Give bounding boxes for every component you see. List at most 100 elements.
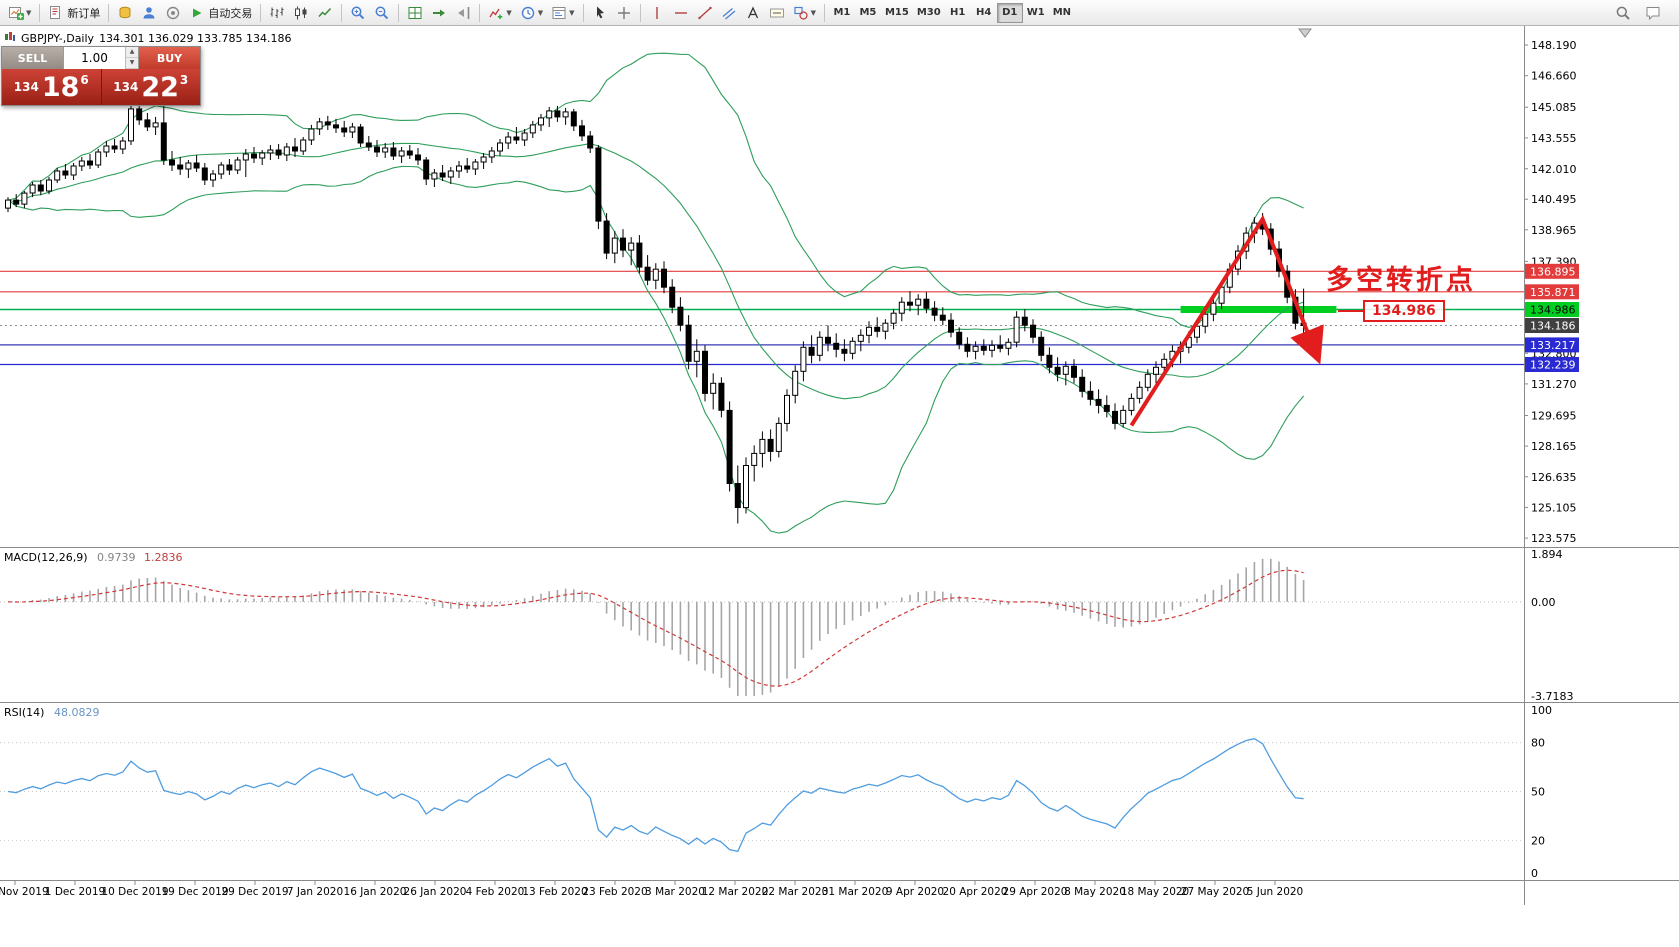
buy-price-button[interactable]: 134 22 3 [101,69,200,105]
rsi-value: 48.0829 [53,706,100,719]
price-badge-136.895: 136.895 [1525,263,1579,279]
crosshair-button[interactable] [612,2,636,24]
chart-shift-marker[interactable] [1298,28,1312,38]
candles [5,99,1307,524]
market-icon [117,5,133,21]
new-order-button[interactable]: 新订单 [44,2,104,24]
channel-button[interactable] [717,2,741,24]
chevron-down-icon[interactable]: ▼ [506,8,512,17]
timeframe-MN[interactable]: MN [1052,7,1072,18]
community-button[interactable] [161,2,185,24]
chart-candles-button[interactable] [289,2,313,24]
indicators-button[interactable]: ▼ [484,2,515,24]
sell-price-pips: 18 [41,71,80,103]
svg-text:9 Apr 2020: 9 Apr 2020 [886,886,944,898]
svg-text:3 Mar 2020: 3 Mar 2020 [645,886,705,898]
rsi-indicator-label: RSI(14) 48.0829 [4,706,99,719]
chart-shift-icon [455,5,471,21]
price-badge-133.217: 133.217 [1525,337,1579,353]
volume-field[interactable]: 1.00 ▲ ▼ [63,47,139,69]
new-chart-button[interactable]: ▼ [4,2,35,24]
svg-text:22 Nov 2019: 22 Nov 2019 [0,886,49,898]
chart-bars-button[interactable] [265,2,289,24]
label-icon [769,5,785,21]
volume-stepper[interactable]: ▲ ▼ [125,47,138,69]
svg-text:29 Apr 2020: 29 Apr 2020 [1003,886,1068,898]
chevron-down-icon[interactable]: ▼ [26,8,32,17]
chevron-down-icon[interactable]: ▼ [810,8,816,17]
timeframe-H1[interactable]: H1 [950,7,966,18]
svg-text:146.660: 146.660 [1531,70,1577,83]
buy-button[interactable]: BUY [139,47,200,69]
chevron-down-icon[interactable]: ▼ [569,8,575,17]
trendline-icon [697,5,713,21]
one-click-trading-panel: SELL 1.00 ▲ ▼ BUY 134 18 6 134 22 3 [1,46,201,106]
chart-candles-icon [293,5,309,21]
timeframe-M1[interactable]: M1 [833,7,851,18]
label-button[interactable] [765,2,789,24]
templates-button[interactable]: ▼ [547,2,578,24]
auto-scroll-button[interactable] [427,2,451,24]
periods-icon [520,5,536,21]
horizontal-line-button[interactable] [669,2,693,24]
svg-text:143.555: 143.555 [1531,132,1577,145]
chart-bars-icon [269,5,285,21]
svg-text:100: 100 [1531,704,1552,717]
volume-down-icon[interactable]: ▼ [126,58,138,69]
timeframe-D1[interactable]: D1 [996,2,1023,23]
buy-price-fraction: 3 [179,73,189,87]
volume-up-icon[interactable]: ▲ [126,47,138,58]
sell-button[interactable]: SELL [2,47,63,69]
price-axis[interactable]: 148.190 146.660 145.085 143.555 142.010 140.4… [1524,39,1579,880]
svg-text:136.895: 136.895 [1530,265,1576,278]
svg-text:13 Feb 2020: 13 Feb 2020 [522,886,587,898]
tile-windows-icon [407,5,423,21]
chart-shift-button[interactable] [451,2,475,24]
cursor-button[interactable] [588,2,612,24]
annotation-trend-arrow[interactable] [1129,214,1324,427]
chat-button[interactable] [1641,2,1665,24]
timeframe-H4[interactable]: H4 [976,7,992,18]
trendline-button[interactable] [693,2,717,24]
tile-windows-button[interactable] [403,2,427,24]
auto-trading-button[interactable]: 自动交易 [185,2,256,24]
svg-text:0: 0 [1531,867,1538,880]
macd-value-signal: 1.2836 [144,551,183,564]
text-button[interactable] [741,2,765,24]
timeframe-W1[interactable]: W1 [1026,7,1045,18]
volume-value[interactable]: 1.00 [81,51,108,65]
svg-text:132.239: 132.239 [1530,359,1576,372]
toolbar-separator [398,3,400,22]
profile-button[interactable] [137,2,161,24]
svg-text:23 Feb 2020: 23 Feb 2020 [582,886,647,898]
macd-pane [0,558,1524,696]
annotation-turning-point-text[interactable]: 多空转折点 [1326,265,1476,296]
price-badge-134.986: 134.986 [1525,302,1579,317]
timeframe-M5[interactable]: M5 [859,7,877,18]
sell-price-button[interactable]: 134 18 6 [2,69,102,105]
market-button[interactable] [113,2,137,24]
annotation-price-label[interactable]: 134.986 [1363,300,1445,322]
timeframe-M30[interactable]: M30 [916,7,941,18]
zoom-out-button[interactable] [370,2,394,24]
chevron-down-icon[interactable]: ▼ [537,8,544,17]
level-lines[interactable] [0,270,1524,366]
support-zone-highlight[interactable] [1180,306,1337,313]
zoom-in-button[interactable] [346,2,370,24]
svg-text:1.894: 1.894 [1531,548,1563,561]
svg-text:10 Dec 2019: 10 Dec 2019 [101,886,168,898]
vertical-line-button[interactable] [645,2,669,24]
auto-scroll-icon [431,5,447,21]
macd-value-main: 0.9739 [97,551,136,564]
timeframe-M15[interactable]: M15 [884,7,909,18]
svg-text:131.270: 131.270 [1531,378,1577,391]
shapes-button[interactable]: ▼ [789,2,820,24]
macd-signal-line [7,569,1304,687]
search-button[interactable] [1611,2,1635,24]
periods-button[interactable]: ▼ [516,2,547,24]
rsi-line [7,738,1304,853]
chart-ohlc-values: 134.301 136.029 133.785 134.186 [99,32,292,45]
chart-line-button[interactable] [313,2,337,24]
